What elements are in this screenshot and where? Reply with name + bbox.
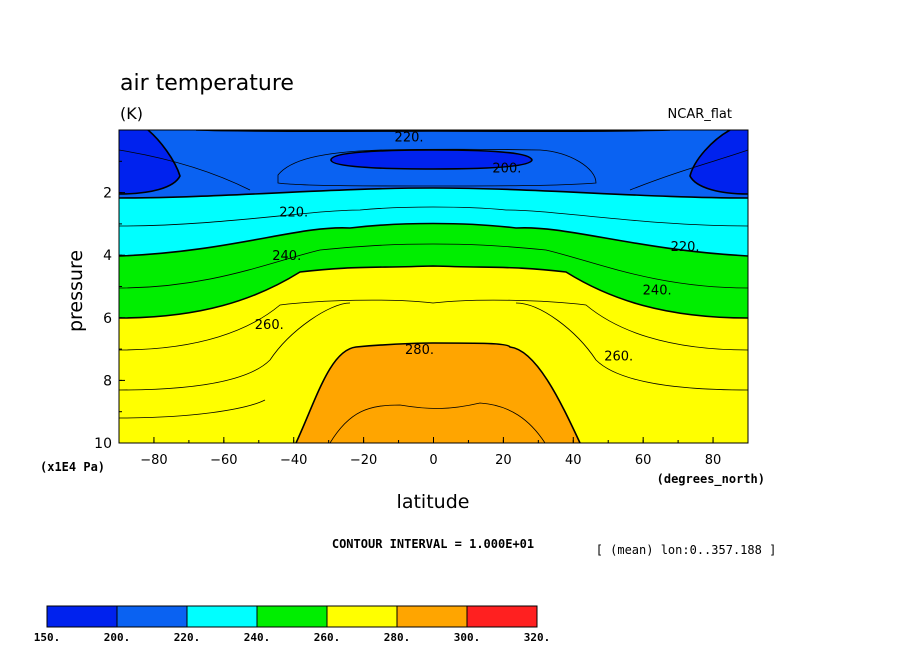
- colorbar: 150. 200. 220. 240. 260. 280. 300. 320.: [34, 605, 551, 644]
- colorbar-label: 280.: [384, 631, 411, 644]
- contour-label: 240.: [272, 249, 301, 264]
- x-tick-label: −40: [280, 453, 307, 468]
- y-tick-label: 8: [103, 373, 112, 389]
- y-tick-label: 10: [94, 436, 112, 452]
- colorbar-swatch: [256, 605, 328, 628]
- colorbar-label: 300.: [454, 631, 481, 644]
- y-tick-label: 4: [103, 248, 112, 264]
- plot-area: [119, 130, 748, 443]
- contour-line: [689, 130, 748, 195]
- x-tick-label: −80: [140, 453, 167, 468]
- colorbar-swatch: [326, 605, 398, 628]
- contour-band-minimum: [119, 130, 180, 194]
- contour-label: 200.: [492, 162, 521, 177]
- contour-label: 220.: [279, 205, 308, 220]
- colorbar-swatch: [186, 605, 258, 628]
- colorbar-label: 240.: [244, 631, 271, 644]
- contour-label: 220.: [395, 130, 424, 145]
- contour-interval-note: CONTOUR INTERVAL = 1.000E+01: [332, 537, 534, 551]
- y-axis-units: (x1E4 Pa): [40, 460, 105, 474]
- contour-band-minimum: [331, 150, 532, 169]
- chart-title: air temperature: [120, 71, 294, 96]
- colorbar-label: 200.: [104, 631, 131, 644]
- contour-line: [119, 299, 748, 351]
- x-axis: −80 −60 −40 −20 0 20 40 60 80: [118, 437, 749, 468]
- contour-label: 260.: [255, 318, 284, 333]
- contour-line: [119, 187, 748, 199]
- colorbar-swatch: [396, 605, 468, 628]
- colorbar-swatch: [46, 605, 118, 628]
- x-tick-label: 0: [429, 453, 437, 468]
- colorbar-label: 220.: [174, 631, 201, 644]
- x-tick-label: 80: [705, 453, 722, 468]
- contour-band-minimum: [690, 130, 748, 194]
- contour-line: [119, 302, 351, 391]
- contour-line: [119, 149, 251, 191]
- colorbar-label: 150.: [34, 631, 61, 644]
- contour-line: [119, 399, 266, 419]
- contour-labels: 220. 200. 220. 220. 240. 240. 260. 260. 280.: [255, 130, 700, 364]
- contour-line: [295, 342, 581, 443]
- contour-line: [119, 222, 748, 257]
- contour-label: 260.: [604, 349, 633, 364]
- colorbar-swatch: [116, 605, 188, 628]
- contour-line: [515, 302, 748, 391]
- contour-label: 220.: [671, 240, 700, 255]
- x-tick-label: 40: [565, 453, 582, 468]
- colorbar-label: 260.: [314, 631, 341, 644]
- contour-line: [119, 243, 748, 289]
- x-axis-label: latitude: [397, 491, 470, 513]
- style-tag: NCAR_flat: [668, 107, 732, 122]
- y-tick-label: 2: [103, 186, 112, 202]
- major-contour-lines: [119, 130, 748, 443]
- contour-line: [629, 149, 748, 191]
- colorbar-label: 320.: [524, 631, 551, 644]
- colorbar-swatch: [466, 605, 538, 628]
- x-tick-label: 60: [635, 453, 652, 468]
- contour-line: [277, 148, 597, 187]
- contour-line: [119, 130, 181, 195]
- y-axis: 2 4 6 8 10: [94, 160, 125, 452]
- x-tick-label: −20: [350, 453, 377, 468]
- y-tick-label: 6: [103, 311, 112, 327]
- contour-fill-bands: [119, 130, 748, 443]
- contour-label: 280.: [405, 343, 434, 358]
- contour-line: [330, 149, 533, 170]
- y-axis-label: pressure: [65, 250, 87, 332]
- slice-note: [ (mean) lon:0..357.188 ]: [596, 543, 777, 557]
- x-tick-label: −60: [210, 453, 237, 468]
- units-label: (K): [120, 104, 143, 123]
- contour-line: [119, 206, 748, 227]
- x-axis-units: (degrees_north): [657, 472, 765, 487]
- minor-contour-lines: [119, 148, 748, 443]
- contour-line: [195, 130, 671, 133]
- contour-line: [119, 265, 748, 319]
- contour-line: [329, 402, 546, 443]
- x-tick-label: 20: [495, 453, 512, 468]
- contour-band: [296, 343, 580, 443]
- contour-label: 240.: [643, 284, 672, 299]
